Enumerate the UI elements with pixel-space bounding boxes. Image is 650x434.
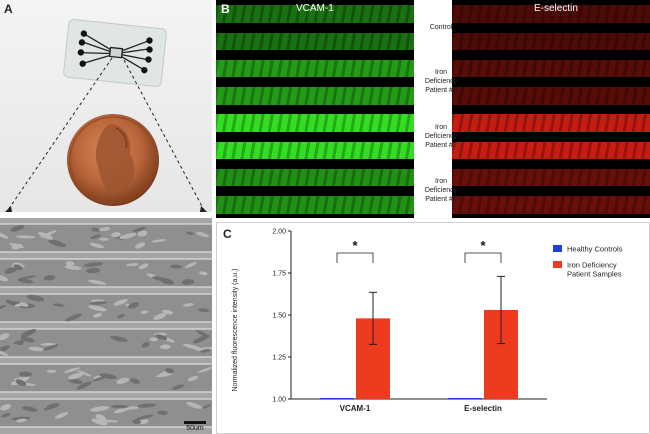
- microfluidic-chip: [63, 19, 167, 87]
- legend-swatch: [553, 261, 562, 268]
- healthy-controls-bar: [320, 398, 354, 399]
- y-tick-label: 1.75: [272, 271, 286, 278]
- row-label: Iron Deficiency Patient #2: [424, 123, 458, 149]
- y-tick-label: 2.00: [272, 229, 286, 236]
- y-tick-label: 1.00: [272, 397, 286, 404]
- red-fluorescence-strip: [452, 87, 650, 105]
- vcam-1-image-column: [216, 0, 414, 218]
- scale-bar-line: [184, 421, 206, 424]
- green-fluorescence-strip: [216, 141, 414, 160]
- e-selectin-channel-title: E-selectin: [534, 3, 578, 14]
- red-fluorescence-strip: [452, 5, 650, 23]
- green-fluorescence-strip: [216, 168, 414, 187]
- significance-bracket: [336, 252, 374, 263]
- zoom-indicator-lines: [7, 57, 205, 211]
- legend-label: Patient Samples: [567, 270, 622, 279]
- green-fluorescence-strip: [216, 5, 414, 23]
- y-tick-label: 1.50: [272, 313, 286, 320]
- panel-c-label: C: [223, 227, 232, 241]
- device-and-penny-photo: [0, 0, 212, 212]
- row-label: Iron Deficiency Patient #3: [424, 178, 458, 204]
- red-fluorescence-strip: [452, 196, 650, 214]
- micro-channel: [0, 259, 212, 287]
- row-label: Control: [429, 23, 453, 31]
- micro-channel: [0, 329, 212, 357]
- panel-b-label: B: [221, 2, 230, 16]
- green-fluorescence-strip: [216, 196, 414, 214]
- x-category-label: E-selectin: [464, 404, 502, 413]
- red-fluorescence-strip: [452, 114, 650, 132]
- panel-a-photo: A: [0, 0, 212, 212]
- red-fluorescence-strip: [452, 168, 650, 187]
- penny-coin: [67, 114, 159, 206]
- green-fluorescence-strip: [216, 59, 414, 78]
- cell-channel-micrograph: [0, 218, 212, 434]
- significance-star: *: [352, 238, 358, 253]
- legend-label: Healthy Controls: [567, 245, 623, 254]
- green-fluorescence-strip: [216, 87, 414, 105]
- red-fluorescence-strip: [452, 32, 650, 51]
- x-category-label: VCAM-1: [340, 404, 371, 413]
- y-axis-label: Normalized fluorescence intensity (a.u.): [232, 269, 239, 392]
- fluorescence-bar-chart: Normalized fluorescence intensity (a.u.)…: [232, 229, 623, 414]
- green-fluorescence-strip: [216, 114, 414, 132]
- red-fluorescence-strip: [452, 141, 650, 160]
- panel-b-fluorescence: VCAM-1 E-selectin B Control Iron Deficienc…: [216, 0, 650, 218]
- healthy-controls-bar: [448, 398, 482, 399]
- vcam-1-channel-title: VCAM-1: [296, 3, 334, 14]
- green-fluorescence-strip: [216, 32, 414, 51]
- legend-label: Iron Deficiency: [567, 261, 617, 270]
- significance-bracket: [464, 252, 502, 263]
- y-tick-label: 1.25: [272, 355, 286, 362]
- scale-bar: 50um: [184, 421, 206, 432]
- e-selectin-image-column: [452, 0, 650, 218]
- significance-star: *: [480, 238, 486, 253]
- panel-a-micrograph: 50um: [0, 218, 212, 434]
- chart-bars: * VCAM-1 * E-selectin: [320, 238, 518, 413]
- legend-swatch: [553, 245, 562, 252]
- panel-c-bar-chart: C Normalized fluorescence intensity (a.u…: [216, 222, 650, 434]
- red-fluorescence-strip: [452, 59, 650, 78]
- scale-bar-label: 50um: [186, 425, 204, 432]
- panel-a-label: A: [4, 2, 13, 16]
- row-label: Iron Deficiency Patient #1: [424, 69, 458, 95]
